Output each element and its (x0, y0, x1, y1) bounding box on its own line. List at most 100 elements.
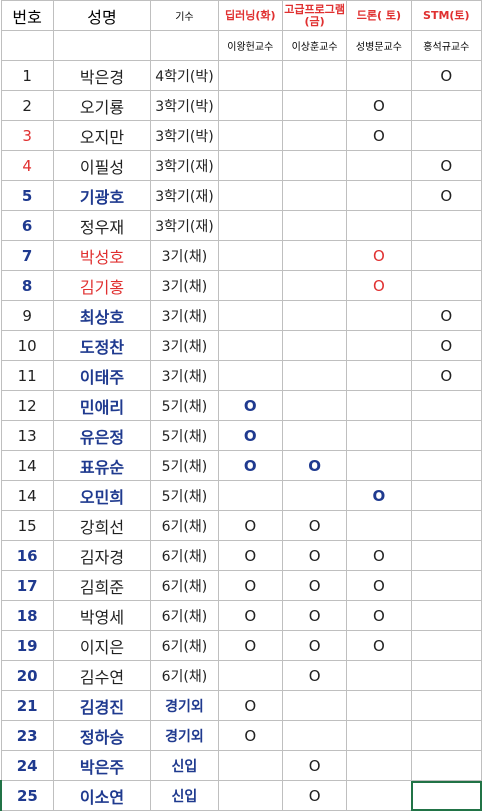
enrollment-mark-cell[interactable]: O (346, 630, 412, 661)
enrollment-mark-cell[interactable] (346, 420, 412, 451)
enrollment-mark-cell[interactable] (410, 450, 482, 481)
generation-cell[interactable]: 3학기(재) (150, 210, 219, 241)
row-number-cell[interactable]: 8 (0, 270, 54, 301)
enrollment-mark-cell[interactable] (217, 270, 283, 301)
enrollment-mark-cell[interactable] (217, 300, 283, 331)
enrollment-mark-cell[interactable]: O (217, 540, 283, 571)
enrollment-mark-cell[interactable] (217, 90, 283, 121)
student-name-cell[interactable]: 김기홍 (52, 270, 152, 301)
enrollment-mark-cell[interactable]: O (281, 660, 348, 691)
enrollment-mark-cell[interactable]: O (346, 600, 412, 631)
generation-cell[interactable]: 5기(채) (150, 480, 219, 511)
enrollment-mark-cell[interactable] (346, 180, 412, 211)
enrollment-mark-cell[interactable]: O (217, 630, 283, 661)
student-name-cell[interactable]: 김수연 (52, 660, 152, 691)
enrollment-mark-cell[interactable] (217, 150, 283, 181)
generation-cell[interactable]: 3학기(박) (150, 90, 219, 121)
enrollment-mark-cell[interactable] (410, 480, 482, 511)
row-number-cell[interactable]: 2 (0, 90, 54, 121)
enrollment-mark-cell[interactable] (346, 330, 412, 361)
enrollment-mark-cell[interactable]: O (346, 120, 412, 151)
enrollment-mark-cell[interactable]: O (281, 600, 348, 631)
row-number-cell[interactable]: 5 (0, 180, 54, 211)
enrollment-mark-cell[interactable] (410, 750, 482, 781)
student-name-cell[interactable]: 오민희 (52, 480, 152, 511)
row-number-cell[interactable]: 25 (0, 780, 54, 811)
enrollment-mark-cell[interactable] (281, 240, 348, 271)
enrollment-mark-cell[interactable]: O (410, 360, 482, 391)
header-subject-stm[interactable]: STM(토) (410, 0, 482, 31)
enrollment-mark-cell[interactable] (346, 660, 412, 691)
enrollment-mark-cell[interactable] (217, 360, 283, 391)
enrollment-mark-cell[interactable] (410, 270, 482, 301)
enrollment-mark-cell[interactable]: O (281, 450, 348, 481)
enrollment-mark-cell[interactable] (410, 210, 482, 241)
enrollment-mark-cell[interactable] (410, 570, 482, 601)
generation-cell[interactable]: 6기(채) (150, 630, 219, 661)
generation-cell[interactable]: 3기(채) (150, 270, 219, 301)
enrollment-mark-cell[interactable] (281, 480, 348, 511)
enrollment-mark-cell[interactable] (281, 120, 348, 151)
enrollment-mark-cell[interactable]: O (217, 600, 283, 631)
student-name-cell[interactable]: 민애리 (52, 390, 152, 421)
enrollment-mark-cell[interactable]: O (346, 540, 412, 571)
student-name-cell[interactable]: 정하승 (52, 720, 152, 751)
enrollment-mark-cell[interactable] (281, 150, 348, 181)
generation-cell[interactable]: 5기(채) (150, 390, 219, 421)
enrollment-mark-cell[interactable]: O (346, 480, 412, 511)
professor-cell[interactable]: 홍석규교수 (410, 30, 482, 61)
enrollment-mark-cell[interactable] (410, 120, 482, 151)
row-number-cell[interactable]: 4 (0, 150, 54, 181)
enrollment-mark-cell[interactable] (346, 60, 412, 91)
empty-cell[interactable] (0, 30, 54, 61)
enrollment-mark-cell[interactable] (217, 180, 283, 211)
enrollment-mark-cell[interactable] (281, 690, 348, 721)
enrollment-mark-cell[interactable] (410, 660, 482, 691)
enrollment-mark-cell[interactable] (410, 390, 482, 421)
student-name-cell[interactable]: 이필성 (52, 150, 152, 181)
enrollment-mark-cell[interactable] (410, 420, 482, 451)
enrollment-mark-cell[interactable] (346, 300, 412, 331)
enrollment-mark-cell[interactable] (346, 720, 412, 751)
generation-cell[interactable]: 3기(채) (150, 300, 219, 331)
enrollment-mark-cell[interactable]: O (346, 570, 412, 601)
student-name-cell[interactable]: 박은주 (52, 750, 152, 781)
student-name-cell[interactable]: 박영세 (52, 600, 152, 631)
student-name-cell[interactable]: 이태주 (52, 360, 152, 391)
enrollment-mark-cell[interactable]: O (281, 540, 348, 571)
row-number-cell[interactable]: 7 (0, 240, 54, 271)
student-name-cell[interactable]: 최상호 (52, 300, 152, 331)
enrollment-mark-cell[interactable]: O (410, 300, 482, 331)
header-generation[interactable]: 기수 (150, 0, 219, 31)
generation-cell[interactable]: 6기(채) (150, 510, 219, 541)
student-name-cell[interactable]: 이지은 (52, 630, 152, 661)
generation-cell[interactable]: 3기(채) (150, 240, 219, 271)
generation-cell[interactable]: 경기외 (150, 690, 219, 721)
enrollment-mark-cell[interactable] (217, 240, 283, 271)
enrollment-mark-cell[interactable] (410, 90, 482, 121)
professor-cell[interactable]: 이왕헌교수 (217, 30, 283, 61)
enrollment-mark-cell[interactable] (346, 690, 412, 721)
generation-cell[interactable]: 6기(채) (150, 660, 219, 691)
enrollment-mark-cell[interactable] (217, 120, 283, 151)
enrollment-mark-cell[interactable] (217, 330, 283, 361)
row-number-cell[interactable]: 23 (0, 720, 54, 751)
generation-cell[interactable]: 6기(채) (150, 540, 219, 571)
student-name-cell[interactable]: 유은정 (52, 420, 152, 451)
enrollment-mark-cell[interactable]: O (281, 630, 348, 661)
generation-cell[interactable]: 6기(채) (150, 600, 219, 631)
enrollment-mark-cell[interactable]: O (346, 90, 412, 121)
generation-cell[interactable]: 5기(채) (150, 450, 219, 481)
row-number-cell[interactable]: 6 (0, 210, 54, 241)
enrollment-mark-cell[interactable]: O (217, 570, 283, 601)
row-number-cell[interactable]: 19 (0, 630, 54, 661)
row-number-cell[interactable]: 17 (0, 570, 54, 601)
generation-cell[interactable]: 신입 (150, 780, 219, 811)
enrollment-mark-cell[interactable] (217, 750, 283, 781)
enrollment-mark-cell[interactable] (281, 330, 348, 361)
enrollment-mark-cell[interactable]: O (410, 180, 482, 211)
empty-cell[interactable] (52, 30, 152, 61)
enrollment-mark-cell[interactable] (281, 60, 348, 91)
enrollment-mark-cell[interactable] (410, 780, 482, 811)
empty-cell[interactable] (150, 30, 219, 61)
